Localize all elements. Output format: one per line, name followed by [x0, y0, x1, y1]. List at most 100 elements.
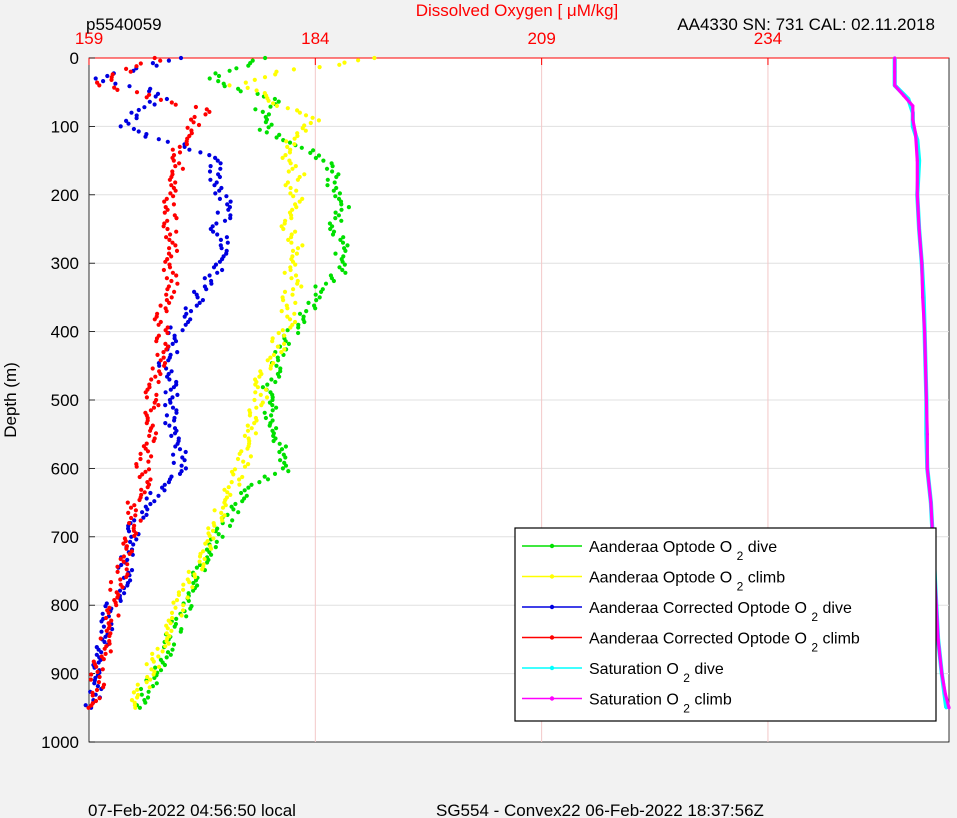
data-point	[246, 462, 251, 467]
data-point	[153, 374, 158, 379]
data-point	[257, 127, 262, 132]
data-point	[249, 426, 254, 431]
data-point	[188, 606, 193, 611]
data-point	[171, 642, 177, 647]
data-point	[148, 428, 153, 433]
data-point	[271, 101, 276, 106]
data-point	[207, 76, 212, 81]
data-point	[299, 145, 304, 150]
data-point	[225, 490, 230, 495]
data-point	[121, 554, 126, 559]
data-point	[134, 116, 139, 121]
data-point	[109, 77, 114, 82]
data-point	[285, 106, 290, 111]
legend-box	[514, 527, 937, 722]
data-point	[288, 185, 293, 191]
data-point	[182, 314, 187, 319]
data-point	[300, 243, 305, 248]
data-point	[225, 240, 230, 245]
data-point	[118, 598, 123, 604]
data-point	[154, 681, 159, 686]
data-point	[207, 109, 212, 114]
footer-mission-info: SG554 - Convex22 06-Feb-2022 18:37:56Z	[436, 801, 764, 818]
data-point	[286, 341, 291, 346]
data-point	[173, 605, 178, 610]
data-point	[160, 649, 165, 654]
data-point	[152, 317, 157, 322]
data-point	[337, 191, 342, 196]
data-point	[154, 63, 159, 68]
data-point	[178, 55, 184, 61]
data-point	[280, 466, 285, 471]
data-point	[266, 125, 271, 130]
data-point	[236, 510, 241, 515]
data-point	[140, 472, 145, 477]
data-point	[230, 518, 235, 523]
data-point	[158, 668, 164, 673]
data-point	[166, 641, 171, 646]
data-point	[170, 341, 175, 346]
series-layer	[83, 55, 951, 710]
data-point	[113, 81, 118, 86]
data-point	[288, 161, 293, 166]
data-point	[925, 466, 929, 470]
data-point	[925, 432, 929, 436]
data-point	[197, 559, 202, 564]
y-tick-label: 400	[51, 323, 79, 342]
data-point	[277, 374, 282, 379]
data-point	[920, 261, 924, 265]
data-point	[169, 369, 174, 374]
data-point	[181, 587, 186, 592]
data-point	[203, 112, 208, 117]
data-point	[89, 672, 94, 677]
data-point	[214, 539, 219, 545]
data-point	[152, 499, 157, 504]
data-point	[265, 358, 270, 363]
y-tick-label: 0	[70, 49, 79, 68]
data-point	[299, 284, 304, 289]
data-point	[125, 562, 130, 567]
data-point	[220, 505, 226, 510]
data-point	[158, 358, 163, 363]
data-point	[148, 490, 153, 496]
data-point	[168, 232, 173, 237]
data-point	[148, 408, 153, 413]
data-point	[245, 446, 250, 451]
data-point	[204, 107, 209, 112]
data-point	[158, 371, 163, 377]
data-point	[208, 164, 213, 169]
data-point	[115, 564, 120, 569]
data-point	[151, 438, 156, 444]
data-point	[923, 364, 928, 368]
data-point	[166, 358, 171, 363]
data-point	[173, 444, 178, 449]
data-point	[217, 196, 222, 201]
data-point	[228, 199, 233, 204]
data-point	[924, 398, 929, 402]
data-point	[132, 533, 137, 539]
data-point	[138, 451, 143, 456]
data-point	[162, 488, 167, 493]
data-point	[273, 379, 278, 385]
data-point	[93, 76, 98, 81]
data-point	[265, 382, 270, 387]
data-point	[270, 339, 275, 344]
data-point	[211, 229, 216, 234]
data-point	[265, 477, 271, 482]
data-point	[940, 672, 944, 676]
data-point	[252, 397, 257, 403]
data-point	[902, 94, 906, 98]
data-point	[135, 695, 140, 700]
data-point	[169, 278, 174, 284]
data-point	[172, 431, 178, 436]
data-point	[172, 289, 177, 294]
data-point	[193, 104, 198, 110]
data-point	[284, 139, 289, 144]
data-point	[297, 110, 302, 115]
data-point	[263, 387, 269, 392]
data-point	[120, 585, 125, 590]
data-point	[117, 588, 123, 593]
data-point	[280, 328, 285, 333]
data-point	[144, 680, 149, 685]
